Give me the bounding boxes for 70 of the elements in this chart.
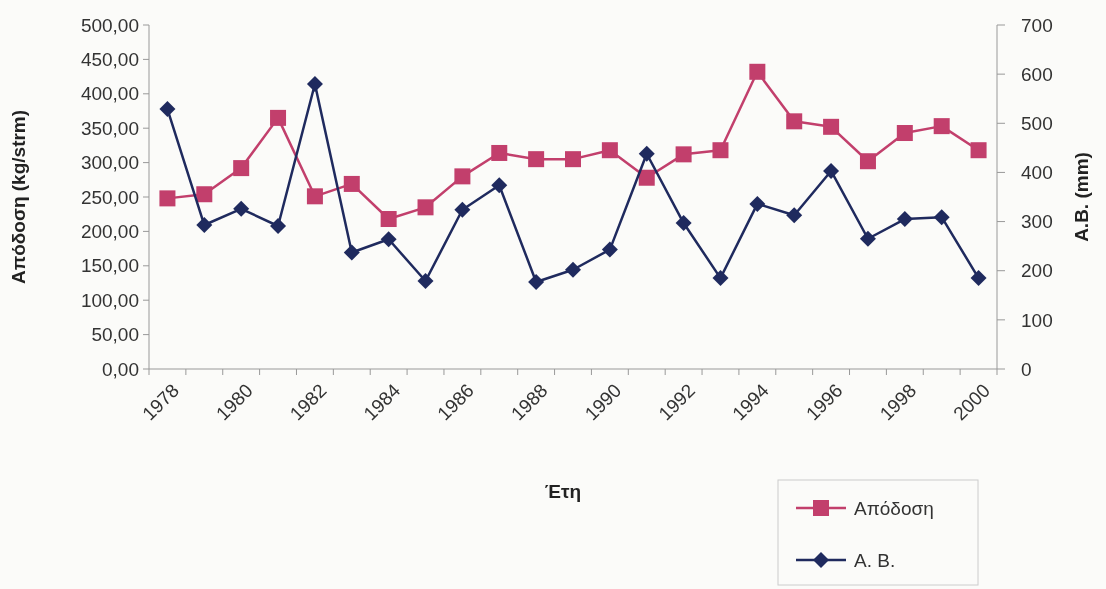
point: [454, 201, 471, 218]
y2-tick-label: 700: [1021, 14, 1053, 36]
point: [638, 169, 655, 186]
point: [675, 215, 692, 232]
point: [933, 209, 950, 226]
y-tick-label: 500,00: [80, 14, 139, 36]
point: [306, 75, 323, 92]
point: [417, 199, 434, 216]
point: [749, 63, 766, 80]
point: [970, 142, 987, 159]
y-tick-label: 400,00: [80, 83, 139, 105]
point: [712, 142, 729, 159]
point: [638, 145, 655, 162]
point: [786, 113, 803, 130]
point: [159, 101, 176, 118]
y-tick-label: 450,00: [80, 49, 139, 71]
point: [823, 162, 840, 179]
y-axis-title: Απόδοση (kg/strm): [8, 109, 29, 285]
point: [601, 241, 618, 258]
y-tick-label: 250,00: [80, 186, 139, 208]
point: [896, 211, 913, 228]
y2-tick-label: 500: [1021, 112, 1053, 134]
point: [491, 177, 508, 194]
point: [528, 151, 545, 168]
point: [896, 125, 913, 142]
point: [233, 200, 250, 217]
x-axis-title: Έτη: [544, 481, 582, 502]
point: [528, 274, 545, 291]
point: [343, 244, 360, 261]
y-tick-label: 50,00: [91, 324, 139, 346]
legend-label: A. B.: [854, 549, 896, 571]
point: [601, 142, 618, 159]
point: [196, 186, 213, 203]
y2-tick-label: 0: [1021, 358, 1032, 380]
point: [343, 175, 360, 192]
point: [859, 153, 876, 170]
y2-tick-label: 100: [1021, 309, 1053, 331]
y2-tick-label: 600: [1021, 63, 1053, 85]
point: [380, 211, 397, 228]
point: [306, 188, 323, 205]
point: [159, 190, 176, 207]
y2-axis-title: A.B. (mm): [1071, 152, 1092, 242]
point: [675, 146, 692, 163]
legend-label: Απόδοση: [854, 497, 934, 519]
point: [749, 195, 766, 212]
y2-tick-label: 300: [1021, 211, 1053, 233]
point: [380, 231, 397, 248]
y-tick-label: 300,00: [80, 152, 139, 174]
point: [786, 207, 803, 224]
y-tick-label: 350,00: [80, 117, 139, 139]
y-tick-label: 200,00: [80, 221, 139, 243]
y-tick-label: 100,00: [80, 289, 139, 311]
y-tick-label: 0,00: [102, 358, 139, 380]
point: [454, 168, 471, 185]
point: [417, 273, 434, 290]
point: [970, 270, 987, 287]
point: [196, 217, 213, 234]
y-tick-label: 150,00: [80, 255, 139, 277]
point: [823, 118, 840, 135]
y2-tick-label: 400: [1021, 162, 1053, 184]
point: [712, 270, 729, 287]
point: [933, 118, 950, 135]
point: [565, 151, 581, 168]
y2-tick-label: 200: [1021, 260, 1053, 282]
point: [233, 160, 250, 177]
point: [491, 144, 508, 161]
point: [270, 217, 287, 234]
point: [859, 230, 876, 247]
point: [270, 109, 287, 126]
point: [565, 261, 581, 278]
